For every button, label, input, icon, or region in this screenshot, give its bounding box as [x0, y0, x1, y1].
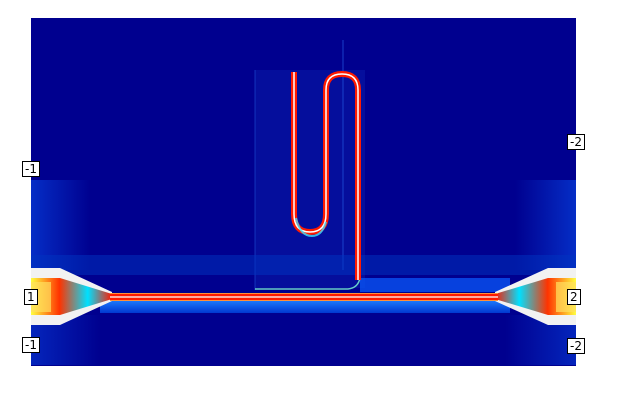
port-label-left-mid: 1: [24, 289, 38, 305]
port-label-right-mid: 2: [567, 289, 581, 305]
port-label-right-upper: -2: [567, 134, 585, 150]
substrate-band: [100, 300, 510, 313]
port-label-left-upper: -1: [22, 161, 40, 177]
port-label-left-lower: -1: [22, 337, 40, 353]
port-label-right-lower: -2: [567, 338, 585, 354]
resonator-region: [255, 70, 365, 288]
left-taper: [31, 278, 112, 315]
right-taper: [495, 278, 576, 315]
